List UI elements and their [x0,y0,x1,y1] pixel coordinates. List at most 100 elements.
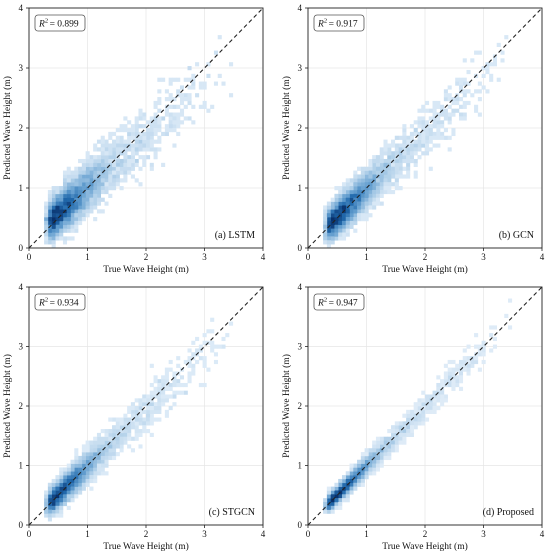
density-cell [70,182,75,187]
density-cell [372,155,377,160]
density-cell [127,170,132,175]
density-cell [447,147,452,152]
density-cell [391,182,396,187]
density-cell [443,128,448,133]
density-cell [198,356,203,361]
density-cell [417,108,422,113]
density-cell [134,406,139,411]
density-cell [108,147,113,152]
density-cell [59,236,64,241]
density-cell [78,201,83,206]
density-cell [142,394,147,399]
x-tick-label: 1 [85,252,90,262]
density-cell [364,459,369,464]
density-cell [402,131,407,137]
density-cell [85,478,90,484]
density-cell [119,124,124,129]
density-cell [402,421,407,426]
density-cell [81,444,86,449]
density-cell [134,421,139,426]
density-cell [432,100,437,106]
density-cell [85,166,90,171]
density-cell [357,467,362,472]
density-cell [398,166,403,171]
density-cell [96,197,102,202]
density-cell [51,224,56,229]
density-cell [112,452,117,457]
density-cell [74,455,79,461]
density-cell [142,402,147,407]
density-cell [338,236,343,241]
density-cell [70,174,75,179]
density-cell [59,197,64,202]
density-cell [210,329,215,334]
density-cell [330,197,335,202]
density-cell [436,143,441,148]
density-cell [485,69,490,75]
density-cell [168,104,173,109]
density-cell [123,147,128,152]
density-cell [130,135,135,140]
density-cell [119,135,124,140]
density-cell [375,178,381,183]
density-cell [368,197,373,202]
y-tick-label: 2 [19,123,24,133]
density-cell [85,471,90,476]
density-cell [62,189,68,195]
density-cell [413,406,418,411]
density-cell [161,77,166,82]
density-cell [123,413,128,418]
density-cell [55,228,60,233]
density-cell [183,359,188,365]
density-cell [451,375,456,380]
density-cell [74,186,79,191]
density-cell [338,209,343,214]
density-cell [123,162,128,168]
density-cell [334,482,339,487]
density-cell [70,494,75,499]
density-cell [353,463,358,468]
density-cell [85,193,90,198]
density-cell [168,382,173,388]
density-cell [164,413,169,418]
density-cell [161,382,166,388]
density-cell [62,182,68,187]
density-cell [96,444,102,449]
density-cell [326,498,331,503]
density-cell [104,155,109,160]
density-cell [425,139,430,144]
density-cell [168,120,173,125]
density-cell [138,432,143,438]
density-cell [349,186,354,191]
density-cell [341,224,347,229]
density-cell [89,155,94,160]
density-cell [417,398,422,403]
density-cell [353,213,358,218]
density-cell [368,452,373,457]
density-cell [47,213,52,218]
density-cell [409,421,414,426]
density-cell [123,116,128,121]
density-cell [93,170,98,175]
density-cell [341,217,347,222]
density-cell [93,471,98,476]
density-cell [402,128,407,133]
density-cell [130,406,135,411]
density-cell [149,406,154,411]
density-cell [47,498,52,503]
density-cell [66,463,71,468]
density-cell [357,209,362,214]
density-cell [360,478,365,484]
density-cell [432,394,437,399]
density-cell [481,73,486,78]
density-cell [157,382,162,388]
panel-label: (b) GCN [499,230,534,241]
density-cell [421,421,426,426]
density-cell [44,220,49,226]
density-cell [85,155,90,160]
density-cell [387,436,392,441]
density-cell [455,108,460,113]
density-cell [51,513,56,518]
density-cell [326,232,331,237]
density-cell [119,166,124,171]
